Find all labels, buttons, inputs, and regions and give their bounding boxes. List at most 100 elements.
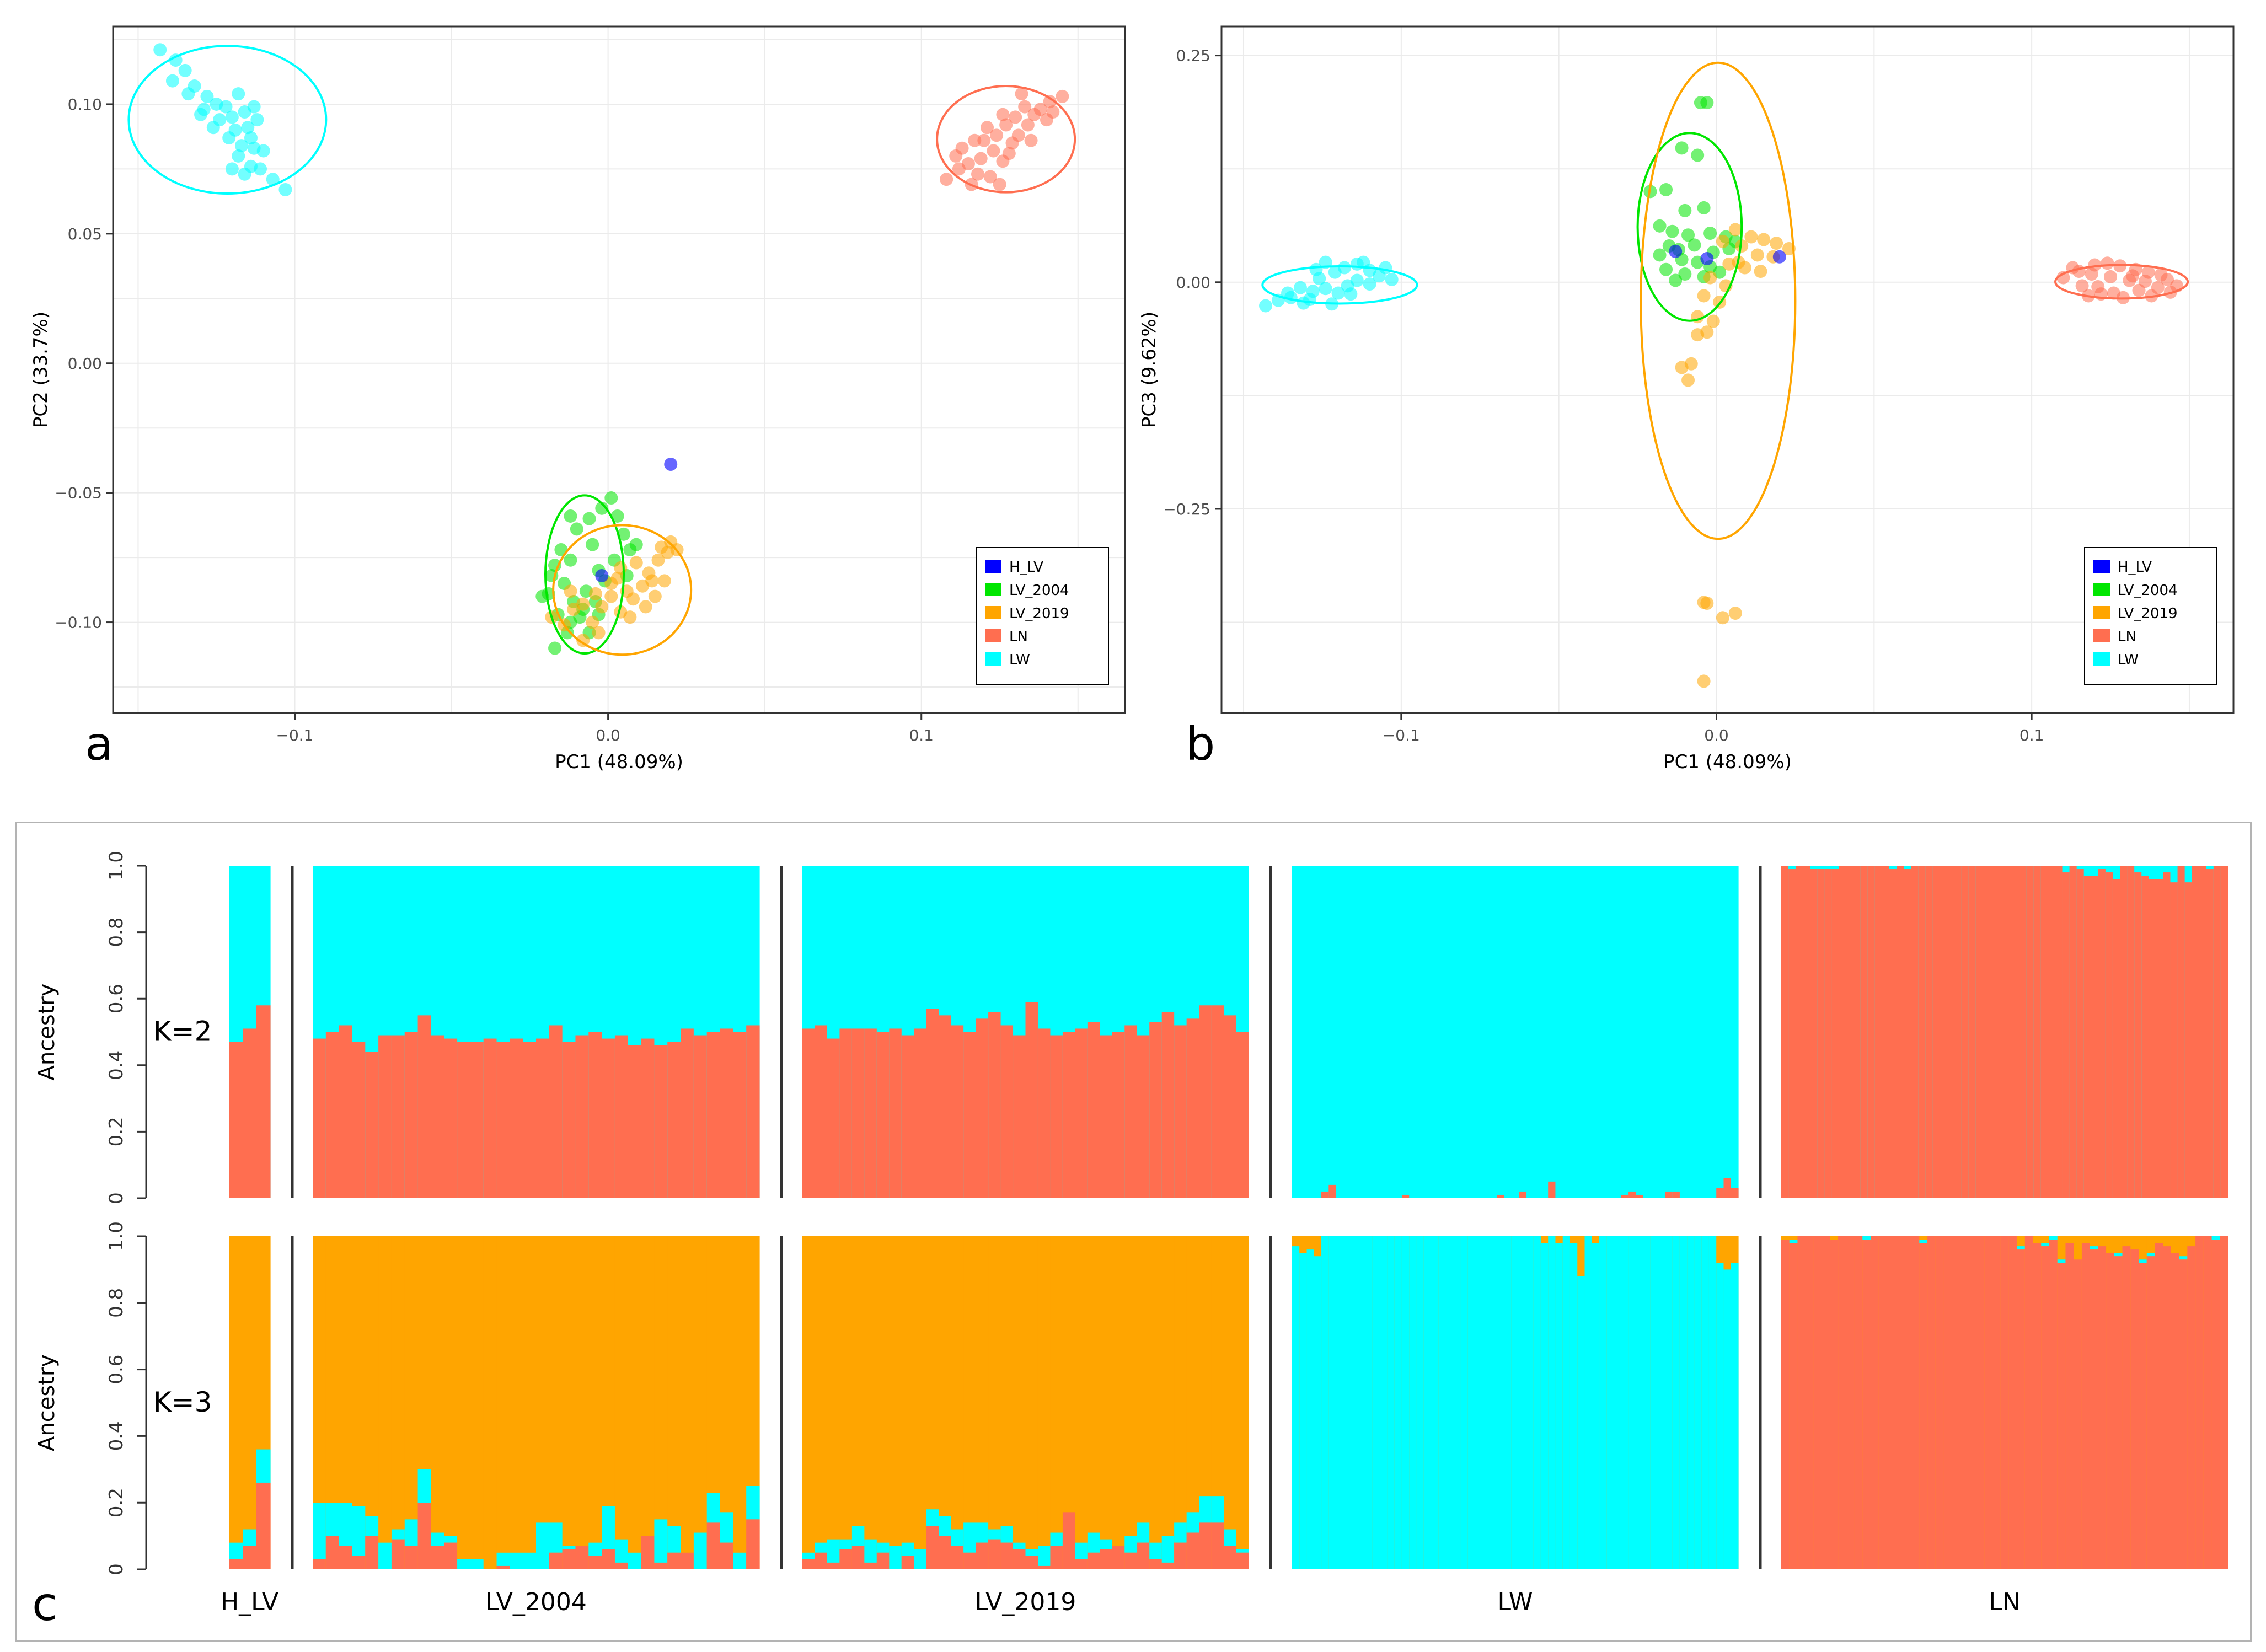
c-bar-cyan — [1497, 866, 1505, 1198]
c-bar-cyan — [417, 1469, 432, 1503]
c-row-label: K=2 — [153, 1016, 212, 1048]
c-bar-cyan — [1592, 866, 1600, 1198]
b-series-LW — [1259, 255, 1399, 313]
a-legend-label-LV_2019: LV_2019 — [1009, 605, 1069, 622]
a-point-LW — [232, 87, 245, 101]
c-bar-red — [2134, 872, 2142, 1198]
c-bar-red — [2122, 1246, 2131, 1569]
a-series-LN — [940, 87, 1069, 191]
c-bar-red — [523, 1042, 537, 1198]
c-bar-red — [815, 1025, 828, 1198]
c-bar-cyan — [444, 1536, 458, 1543]
b-point-LW — [1379, 261, 1392, 275]
c-bar-orange — [431, 1236, 444, 1569]
a-point-LN — [987, 144, 1000, 158]
b-x-tick-label: −0.1 — [1383, 726, 1420, 744]
c-bar-orange — [1100, 1236, 1113, 1569]
a-point-LV_2019 — [595, 600, 609, 614]
a-point-LW — [200, 89, 214, 103]
a-series-LW — [153, 43, 292, 196]
b-point-LV_2004 — [1678, 203, 1692, 217]
c-bar-red — [1889, 869, 1897, 1198]
b-series-LV_2019 — [1675, 223, 1796, 688]
a-point-LN — [1015, 87, 1028, 101]
c-bar-orange — [1199, 1236, 1212, 1569]
c-bar-orange — [470, 1236, 484, 1569]
a-point-LV_2019 — [639, 600, 652, 614]
a-point-LW — [266, 173, 280, 186]
c-bar-orange — [1000, 1236, 1014, 1569]
c-bar-red — [313, 1038, 326, 1198]
c-bar-red — [1037, 1028, 1051, 1198]
b-point-LV_2004 — [1659, 262, 1673, 276]
admixture-plot-c: 0 0.2 0.4 0.6 0.8 1.0 Ancestry K=2 0 0.2 0.4 0.6 0.8… — [34, 851, 2228, 1616]
c-bar-cyan — [1490, 866, 1497, 1198]
c-bar-cyan — [1372, 1236, 1380, 1569]
c-bar-red — [1897, 866, 1904, 1198]
c-bar-cyan — [1687, 1236, 1695, 1569]
c-bar-red — [2076, 869, 2085, 1198]
c-bar-red — [1976, 1236, 1985, 1569]
c-bar-red — [1846, 866, 1854, 1198]
a-point-LW — [225, 110, 239, 124]
a-plot-area — [113, 26, 1125, 713]
b-legend-label-H_LV: H_LV — [2118, 559, 2152, 576]
c-bar-orange — [1174, 1236, 1187, 1569]
c-bar-red — [1062, 1032, 1075, 1198]
c-bar-cyan — [1548, 1236, 1556, 1569]
c-bar-red — [720, 1542, 733, 1569]
a-legend-key-LV_2004 — [985, 583, 1001, 596]
c-bar-cyan — [1401, 1236, 1410, 1569]
c-bar-red — [313, 1559, 326, 1569]
c-bar-red — [1087, 1552, 1100, 1569]
a-point-LN — [1046, 105, 1060, 119]
a-point-LV_2004 — [548, 641, 562, 655]
c-bar-cyan — [1438, 866, 1447, 1198]
c-bar-orange — [614, 1236, 629, 1569]
c-bar-red — [1548, 1181, 1556, 1198]
c-bar-red — [1874, 866, 1883, 1198]
b-point-LV_2004 — [1691, 148, 1705, 162]
c-bar-cyan — [1416, 1236, 1424, 1569]
b-legend-key-LV_2019 — [2093, 606, 2110, 619]
c-bar-red — [2146, 1256, 2156, 1569]
c-bar-orange — [457, 1236, 471, 1569]
b-point-LN — [2104, 270, 2118, 283]
c-bar-red — [1211, 1522, 1224, 1569]
b-point-LN — [2138, 275, 2152, 288]
c-bar-cyan — [1577, 1276, 1585, 1569]
c-bar-red — [1000, 1025, 1014, 1198]
a-plot-border — [112, 25, 1126, 714]
c-bar-cyan — [1467, 866, 1476, 1198]
c-bar-orange — [1050, 1236, 1063, 1569]
c-y-tick-label: 1.0 — [105, 1221, 127, 1251]
c-bar-cyan — [1299, 866, 1308, 1198]
c-bar-cyan — [1037, 1546, 1051, 1566]
c-bar-red — [628, 1045, 642, 1198]
c-bar-cyan — [1124, 1536, 1138, 1553]
c-bar-cyan — [1050, 1532, 1063, 1546]
c-bar-red — [2170, 882, 2178, 1198]
a-legend-label-H_LV: H_LV — [1009, 559, 1043, 576]
c-y-tick-label: 0 — [105, 1192, 127, 1204]
c-bar-red — [2130, 1249, 2139, 1569]
c-bar-red — [256, 1482, 271, 1569]
c-bar-orange — [588, 1236, 602, 1569]
c-bar-red — [1050, 1546, 1063, 1569]
c-bar-red — [1824, 869, 1833, 1198]
c-bar-red — [1124, 1025, 1138, 1198]
c-bar-red — [1943, 1236, 1952, 1569]
b-point-LV_2019 — [1716, 611, 1729, 625]
c-bar-cyan — [2146, 1253, 2156, 1257]
c-bar-red — [2019, 866, 2027, 1198]
panel-label-c: c — [32, 1577, 58, 1631]
c-bar-cyan — [1351, 866, 1358, 1198]
c-bar-cyan — [1716, 1263, 1724, 1569]
c-bar-red — [1797, 1236, 1806, 1569]
c-bar-red — [2156, 879, 2164, 1198]
b-ellipse-LW — [1261, 265, 1418, 305]
c-bar-red — [614, 1035, 629, 1198]
c-bar-cyan — [1599, 866, 1607, 1198]
c-bar-cyan — [562, 1546, 576, 1549]
a-point-LW — [153, 43, 167, 57]
